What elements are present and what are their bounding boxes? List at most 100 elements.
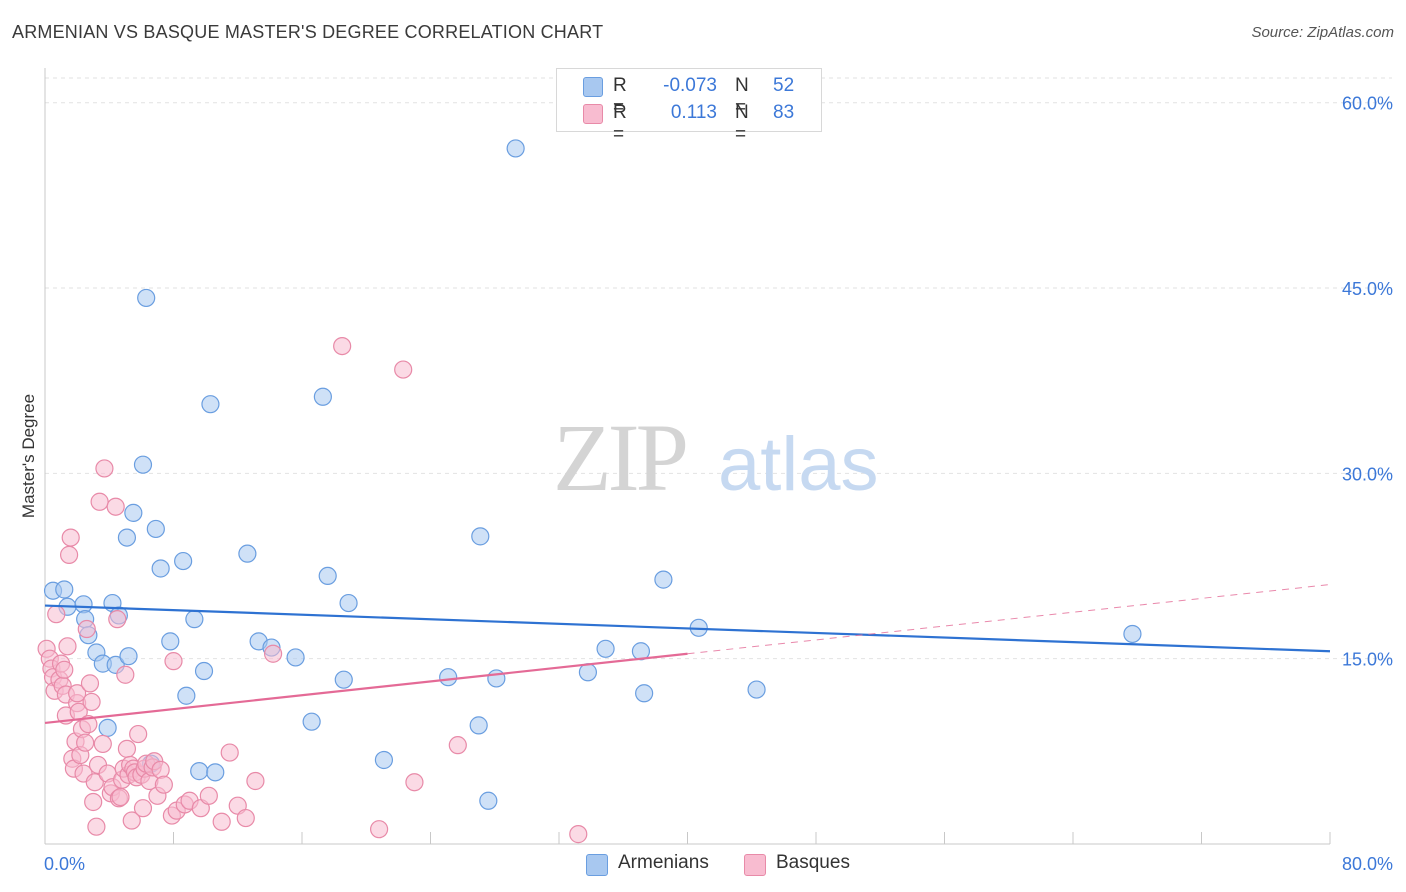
data-point-basques bbox=[77, 619, 96, 639]
data-point-basques bbox=[76, 733, 95, 752]
data-point-armenians bbox=[506, 139, 525, 158]
data-point-basques bbox=[220, 743, 239, 762]
data-point-basques bbox=[87, 817, 106, 836]
data-point-armenians bbox=[133, 455, 153, 474]
data-point-basques bbox=[61, 528, 80, 547]
data-point-basques bbox=[106, 497, 125, 516]
data-point-armenians bbox=[55, 580, 74, 599]
data-point-armenians bbox=[439, 668, 458, 687]
data-point-basques bbox=[122, 811, 141, 830]
r-value: -0.073 bbox=[663, 75, 717, 96]
data-point-basques bbox=[84, 792, 103, 812]
data-point-armenians bbox=[177, 686, 196, 705]
data-point-armenians bbox=[339, 593, 358, 613]
data-point-basques bbox=[236, 808, 255, 828]
r-value: 0.113 bbox=[670, 102, 717, 123]
data-point-basques bbox=[133, 799, 153, 818]
data-point-basques bbox=[59, 545, 79, 564]
data-point-armenians bbox=[334, 670, 353, 689]
watermark-zip: ZIP bbox=[553, 404, 686, 511]
data-point-basques bbox=[212, 812, 231, 831]
data-point-armenians bbox=[747, 680, 766, 699]
data-point-armenians bbox=[124, 503, 143, 522]
n-value: 83 bbox=[773, 102, 795, 123]
x-tick-label: 80.0% bbox=[1342, 854, 1393, 874]
y-tick-label: 45.0% bbox=[1342, 279, 1393, 299]
data-point-basques bbox=[246, 771, 265, 791]
legend-swatch-armenians bbox=[583, 77, 603, 97]
trend-lines bbox=[44, 584, 1331, 725]
x-tick-label: 0.0% bbox=[44, 854, 85, 874]
watermark-atlas: atlas bbox=[718, 422, 879, 507]
data-point-basques bbox=[68, 684, 87, 703]
y-tick-label: 30.0% bbox=[1342, 464, 1393, 484]
data-point-armenians bbox=[1123, 624, 1142, 644]
y-tick-label: 15.0% bbox=[1342, 650, 1393, 670]
data-point-armenians bbox=[98, 718, 117, 737]
data-point-armenians bbox=[161, 632, 180, 651]
data-points bbox=[37, 139, 1142, 844]
data-point-basques bbox=[79, 715, 98, 734]
data-point-basques bbox=[85, 773, 104, 792]
data-point-armenians bbox=[201, 395, 220, 414]
data-point-basques bbox=[405, 773, 424, 792]
data-point-basques bbox=[111, 787, 130, 807]
tick-labels: 15.0% 30.0% 45.0% 60.0% 0.0% 80.0% bbox=[44, 94, 1393, 874]
chart-title: ARMENIAN VS BASQUE MASTER'S DEGREE CORRE… bbox=[12, 22, 604, 42]
data-point-armenians bbox=[596, 639, 615, 658]
data-point-armenians bbox=[185, 610, 204, 629]
data-point-armenians bbox=[206, 763, 225, 782]
data-point-armenians bbox=[151, 559, 170, 578]
data-point-armenians bbox=[578, 663, 598, 682]
data-point-armenians bbox=[479, 791, 498, 810]
data-point-basques bbox=[370, 820, 389, 839]
y-axis-label: Master's Degree bbox=[19, 394, 38, 518]
data-point-armenians bbox=[654, 570, 673, 589]
watermark: ZIP atlas bbox=[553, 404, 879, 511]
data-point-armenians bbox=[374, 750, 394, 770]
data-point-basques bbox=[569, 825, 588, 844]
data-point-armenians bbox=[194, 661, 214, 681]
data-point-armenians bbox=[146, 519, 165, 539]
r-label: R = bbox=[613, 102, 627, 145]
data-point-armenians bbox=[469, 716, 488, 735]
data-point-basques bbox=[164, 652, 183, 671]
n-label: N = bbox=[735, 102, 749, 145]
data-point-basques bbox=[108, 610, 127, 629]
data-point-armenians bbox=[286, 648, 305, 667]
correlation-legend: R = -0.073 N = 52 R = 0.113 N = 83 bbox=[556, 68, 822, 145]
chart-source: Source: ZipAtlas.com bbox=[1251, 24, 1394, 41]
data-point-basques bbox=[93, 734, 112, 754]
data-point-armenians bbox=[487, 669, 506, 688]
data-point-basques bbox=[448, 736, 467, 755]
r-label: R = bbox=[613, 75, 627, 118]
data-point-basques bbox=[95, 459, 114, 478]
data-point-basques bbox=[58, 637, 77, 656]
legend-swatch-basques bbox=[744, 854, 766, 876]
trend-line-extension-basques bbox=[687, 584, 1331, 655]
legend-swatch-basques bbox=[583, 104, 603, 124]
legend-swatch-armenians bbox=[586, 854, 608, 876]
grid-lines bbox=[45, 77, 1392, 660]
data-point-armenians bbox=[635, 684, 654, 703]
y-tick-label: 60.0% bbox=[1342, 94, 1393, 114]
trend-line-basques bbox=[44, 652, 688, 725]
data-point-basques bbox=[199, 786, 218, 805]
trend-line-armenians bbox=[44, 604, 1331, 653]
data-point-basques bbox=[151, 760, 170, 779]
n-value: 52 bbox=[773, 75, 795, 96]
data-point-basques bbox=[90, 492, 109, 511]
legend-label-armenians: Armenians bbox=[618, 852, 709, 873]
data-point-armenians bbox=[318, 566, 337, 586]
data-point-basques bbox=[116, 665, 135, 684]
data-point-basques bbox=[394, 360, 413, 379]
data-point-armenians bbox=[471, 527, 490, 546]
data-point-basques bbox=[154, 775, 173, 794]
data-point-armenians bbox=[117, 528, 137, 547]
data-point-basques bbox=[55, 660, 74, 679]
data-point-armenians bbox=[190, 762, 209, 781]
data-point-basques bbox=[82, 692, 101, 712]
data-point-basques bbox=[117, 739, 137, 758]
data-point-armenians bbox=[174, 551, 193, 571]
